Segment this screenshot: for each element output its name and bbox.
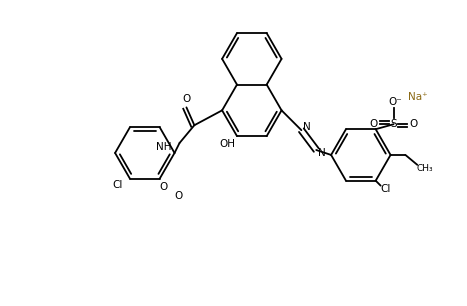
- Text: O: O: [409, 119, 417, 129]
- Text: Cl: Cl: [113, 180, 123, 190]
- Text: NH: NH: [156, 142, 171, 152]
- Text: Cl: Cl: [381, 184, 391, 194]
- Text: CH₃: CH₃: [417, 164, 433, 173]
- Text: O⁻: O⁻: [389, 97, 403, 107]
- Text: Na⁺: Na⁺: [409, 91, 428, 102]
- Text: O: O: [174, 191, 183, 200]
- Text: O: O: [182, 95, 191, 104]
- Text: O: O: [160, 182, 168, 192]
- Text: N: N: [318, 148, 326, 158]
- Text: S: S: [390, 119, 397, 129]
- Text: OH: OH: [219, 139, 235, 149]
- Text: N: N: [304, 122, 311, 132]
- Text: O: O: [369, 119, 378, 129]
